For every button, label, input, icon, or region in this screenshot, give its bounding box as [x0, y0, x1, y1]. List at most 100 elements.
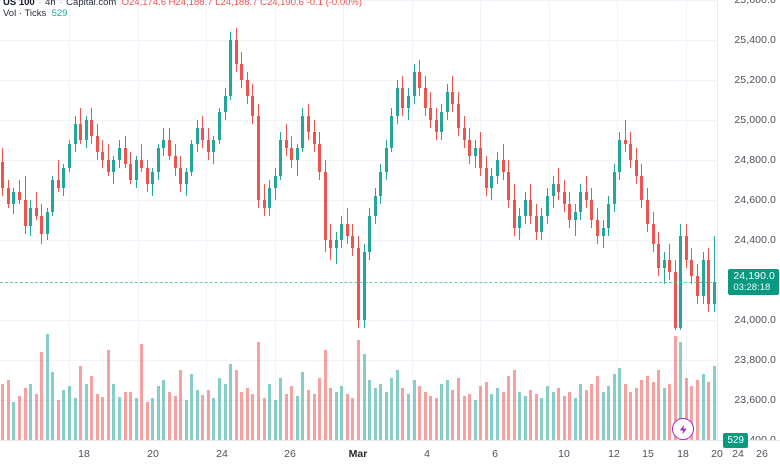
candle-body — [1, 162, 5, 188]
volume-bar — [184, 400, 188, 440]
legend-volume-value: 529 — [51, 8, 68, 19]
volume-bar — [373, 388, 377, 440]
volume-bar — [634, 388, 638, 440]
candle-wick — [335, 232, 337, 264]
legend-symbol[interactable]: US 100 — [3, 0, 35, 8]
candle-body — [351, 236, 355, 248]
candle-body — [618, 140, 622, 172]
lightning-bolt-icon[interactable] — [672, 418, 694, 440]
current-price-line — [0, 282, 717, 283]
volume-bar — [162, 380, 166, 440]
volume-bar — [195, 390, 199, 440]
volume-bar — [390, 378, 394, 440]
volume-bar — [45, 334, 49, 440]
candle-body — [712, 282, 716, 304]
legend-source[interactable]: Capital.com — [66, 0, 117, 8]
candle-body — [629, 144, 633, 160]
volume-bar — [256, 342, 260, 440]
candle-body — [268, 188, 272, 208]
volume-bar — [106, 350, 110, 440]
candle-body — [23, 200, 27, 226]
current-price-badge[interactable]: 24,190.0 03:28:18 — [728, 269, 779, 295]
candle-body — [551, 184, 555, 196]
candle-body — [306, 116, 310, 132]
volume-bar — [312, 394, 316, 440]
volume-value-badge[interactable]: 529 — [723, 433, 748, 448]
volume-bar — [484, 382, 488, 440]
candle-body — [329, 240, 333, 248]
volume-bar — [251, 394, 255, 440]
time-axis-tick: 18 — [78, 448, 90, 460]
volume-bar — [696, 380, 700, 440]
candle-body — [90, 120, 94, 136]
candle-body — [45, 212, 49, 234]
legend-open-value: 24,174.6 — [129, 0, 166, 8]
price-axis[interactable]: 25,600.0 25,400.0 25,200.0 25,000.0 24,800.0… — [717, 0, 780, 446]
volume-bar — [707, 382, 711, 440]
grid-line-horizontal — [0, 80, 717, 81]
candle-body — [390, 116, 394, 148]
volume-bar — [245, 388, 249, 440]
candle-body — [62, 168, 66, 188]
volume-bar — [90, 376, 94, 440]
volume-bar — [618, 368, 622, 440]
volume-bar — [662, 388, 666, 440]
price-candlestick-pane[interactable] — [0, 0, 717, 330]
volume-bar — [473, 400, 477, 440]
legend-symbol-row[interactable]: US 100 · 4h · Capital.com O24,174.6 H24,… — [3, 0, 362, 8]
volume-bar — [6, 380, 10, 440]
legend-interval[interactable]: 4h — [45, 0, 56, 8]
legend-close-label: C — [260, 0, 267, 8]
candle-body — [129, 164, 133, 180]
volume-bar — [134, 398, 138, 440]
grid-line-horizontal — [0, 120, 717, 121]
legend-change-percent: (-0.00%) — [325, 0, 363, 8]
candle-body — [479, 148, 483, 168]
chart-legend[interactable]: US 100 · 4h · Capital.com O24,174.6 H24,… — [3, 0, 362, 19]
volume-bar — [690, 386, 694, 440]
candle-body — [134, 160, 138, 180]
candle-body — [601, 228, 605, 236]
candle-body — [579, 192, 583, 212]
candle-body — [173, 156, 177, 168]
volume-histogram-pane[interactable] — [0, 330, 717, 440]
volume-bar — [557, 388, 561, 440]
legend-sep-1: · — [35, 0, 45, 8]
candle-body — [79, 124, 83, 140]
time-axis[interactable]: 18 20 24 26 Mar 4 6 10 12 15 18 20 24 26 — [0, 440, 780, 470]
volume-bar — [512, 370, 516, 440]
volume-bar — [668, 384, 672, 440]
volume-bar — [62, 390, 66, 440]
volume-bar — [168, 392, 172, 440]
volume-bar — [179, 370, 183, 440]
candle-body — [495, 160, 499, 176]
candle-body — [507, 172, 511, 200]
candle-body — [201, 128, 205, 140]
legend-volume-row[interactable]: Vol · Ticks 529 — [3, 8, 362, 19]
volume-bar — [379, 384, 383, 440]
volume-bar — [323, 350, 327, 440]
candle-body — [145, 168, 149, 184]
legend-low-value: 24,188.7 — [220, 0, 258, 8]
volume-bar — [607, 386, 611, 440]
legend-sep-2: · — [56, 0, 66, 8]
volume-bar — [56, 400, 60, 440]
volume-bar — [434, 398, 438, 440]
volume-bar — [357, 340, 360, 440]
volume-bar — [501, 392, 505, 440]
grid-line-horizontal — [0, 200, 717, 201]
grid-line-vertical — [617, 0, 618, 440]
candle-body — [440, 112, 444, 132]
time-axis-tick: 4 — [424, 448, 430, 460]
candle-body — [473, 148, 477, 156]
candle-body — [523, 200, 527, 216]
volume-bar — [701, 374, 705, 440]
candle-body — [673, 272, 677, 328]
candle-body — [434, 120, 438, 132]
volume-bar — [273, 400, 277, 440]
time-axis-tick: 15 — [642, 448, 654, 460]
volume-bar — [596, 376, 599, 440]
candle-body — [334, 240, 338, 248]
volume-bar — [551, 392, 555, 440]
